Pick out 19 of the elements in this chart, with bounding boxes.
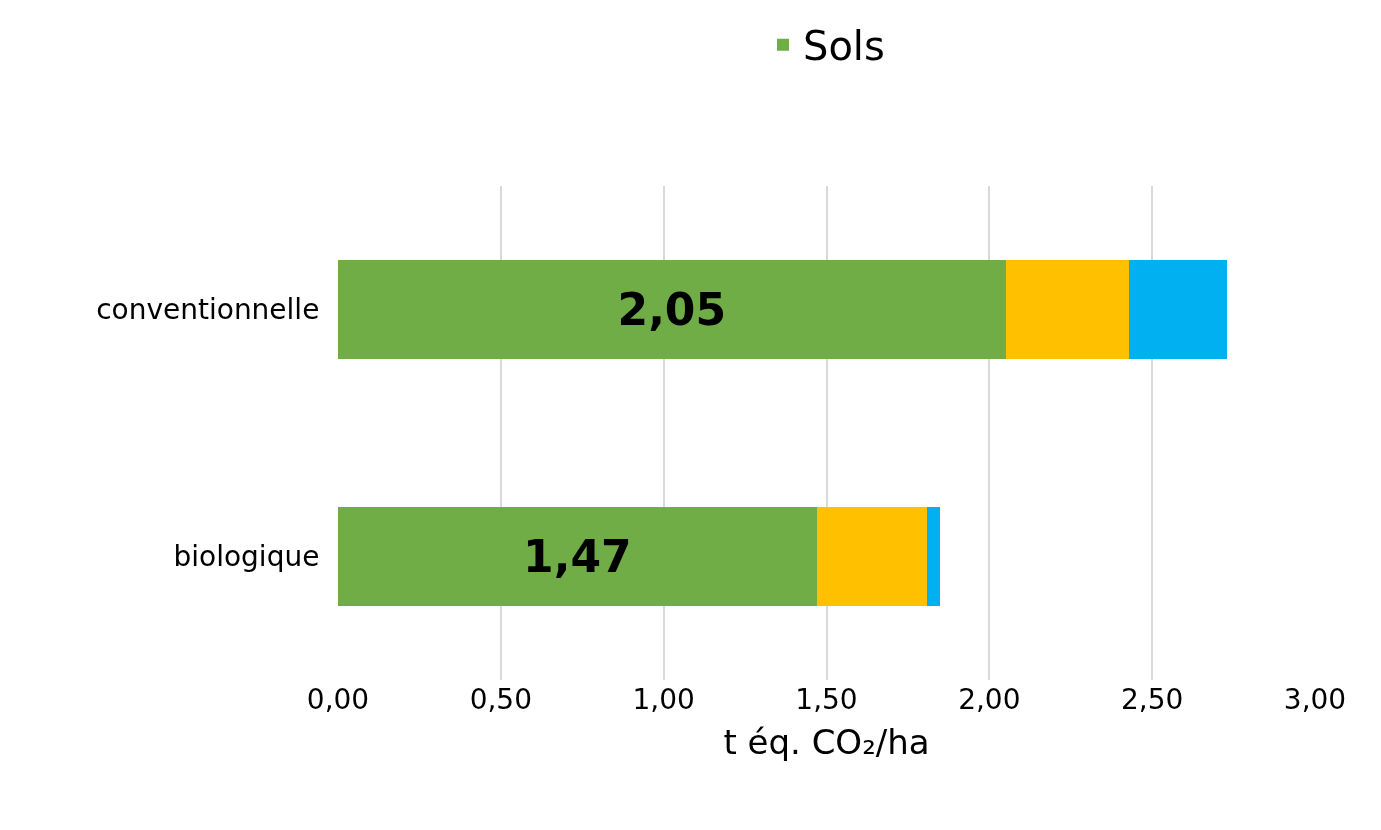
bar	[927, 507, 941, 606]
data-label: 2,05	[617, 284, 727, 335]
x-tick-label: 2,50	[1121, 683, 1184, 716]
y-tick-label: biologique	[173, 540, 320, 574]
x-tick-label: 0,00	[306, 683, 370, 716]
data-label: 1,47	[523, 531, 632, 582]
legend-label: Sols	[803, 23, 885, 70]
y-tick-label: conventionnelle	[96, 293, 320, 327]
x-tick-label: 2,00	[958, 683, 1021, 716]
x-tick-label: 3,00	[1283, 683, 1347, 716]
bar	[338, 507, 817, 606]
x-axis-title: t éq. CO₂/ha	[723, 722, 930, 763]
x-tick-label: 1,00	[632, 683, 695, 716]
x-tick-label: 1,50	[795, 683, 858, 716]
bar	[1129, 260, 1228, 359]
bar	[1005, 260, 1130, 359]
bar	[338, 260, 1006, 359]
bar	[816, 507, 928, 606]
x-tick-label: 0,50	[469, 683, 532, 716]
